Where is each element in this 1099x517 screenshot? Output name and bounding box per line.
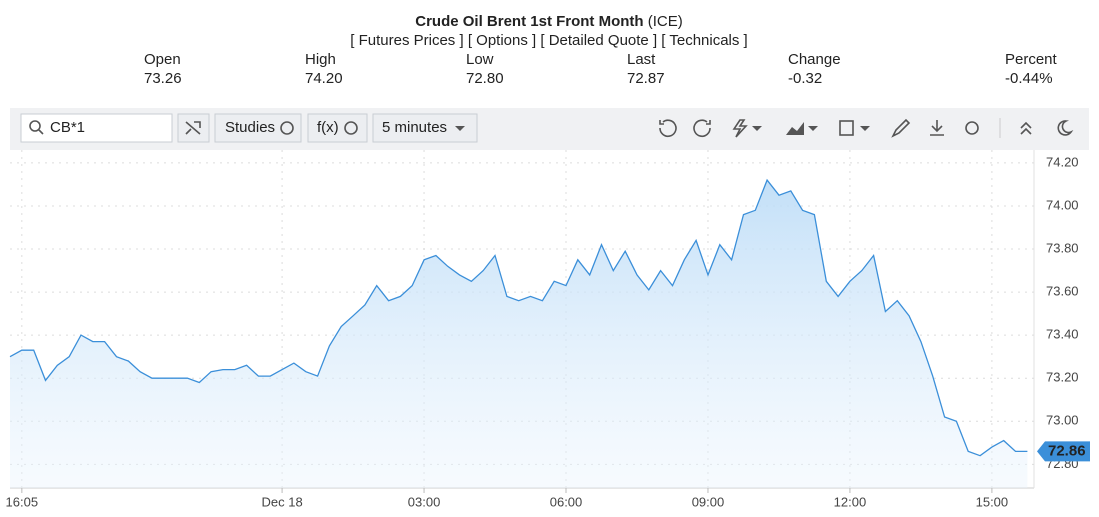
- quote-value: 72.80: [466, 70, 504, 87]
- quote-label: High: [305, 51, 336, 68]
- quote-label: Percent: [1005, 51, 1058, 68]
- quote-label: Change: [788, 51, 841, 68]
- y-tick-label: 74.00: [1046, 197, 1079, 212]
- last-price-badge: [1037, 441, 1090, 462]
- search-icon: [38, 129, 44, 135]
- download[interactable]: [930, 120, 944, 136]
- toolbar-icons: [659, 118, 1074, 138]
- theme[interactable]: [1057, 120, 1074, 136]
- area: [10, 180, 1028, 488]
- x-tick-label: 09:00: [692, 494, 725, 509]
- quote-value: -0.44%: [1005, 70, 1053, 87]
- line: [9, 178, 1028, 457]
- link[interactable]: [ Technicals ]: [661, 32, 747, 49]
- symbol-input[interactable]: [20, 113, 173, 143]
- link[interactable]: [ Futures Prices ]: [350, 32, 463, 49]
- events[interactable]: [732, 119, 748, 138]
- symbol: CB*1: [50, 119, 85, 136]
- x-tick-label: 15:00: [976, 494, 1009, 509]
- y-tick-label: 73.00: [1046, 413, 1079, 428]
- undo[interactable]: [659, 119, 677, 138]
- links: [ Futures Prices ] [ Options ] [ Detaile…: [350, 32, 747, 49]
- links-line: [ Futures Prices ] [ Options ] [ Detaile…: [350, 32, 747, 49]
- y-tick-label: 73.20: [1046, 370, 1079, 385]
- quote-value: 73.26: [144, 70, 182, 87]
- y-tick-label: 74.20: [1046, 154, 1079, 169]
- redo[interactable]: [693, 119, 711, 138]
- studies: Studies: [225, 119, 275, 136]
- link[interactable]: [ Detailed Quote ]: [540, 32, 657, 49]
- draw[interactable]: [891, 118, 911, 138]
- plus-icon: [344, 121, 358, 135]
- dropdown-icon: [455, 126, 465, 131]
- y-tick-label: 73.80: [1046, 240, 1079, 255]
- quote: Open 73.26 High 74.20 Low 72.80 Last 72.87 Chang…: [144, 51, 1058, 87]
- quote-value: 72.87: [627, 70, 665, 87]
- plot: 72.8073.0073.2073.4073.6073.8074.0074.20…: [6, 150, 1090, 509]
- dropdown-icon: [808, 126, 818, 131]
- quote-value: 74.20: [305, 70, 343, 87]
- x-tick-label: 03:00: [408, 494, 441, 509]
- collapse[interactable]: [1020, 121, 1032, 135]
- chart-type[interactable]: [786, 122, 804, 135]
- x-tick-label: 16:05: [6, 494, 39, 509]
- y-tick-label: 73.60: [1046, 284, 1079, 299]
- y-tick-label: 73.40: [1046, 327, 1079, 342]
- quote-label: Open: [144, 51, 181, 68]
- x-tick-label: 12:00: [834, 494, 867, 509]
- exchange: (ICE): [648, 13, 683, 30]
- quote-label: Last: [627, 51, 656, 68]
- quote-label: Low: [466, 51, 494, 68]
- settings[interactable]: [965, 121, 979, 135]
- search-icon: [29, 120, 41, 132]
- fx: f(x): [317, 119, 339, 136]
- interval: 5 minutes: [382, 119, 447, 136]
- title: Crude Oil Brent 1st Front Month (ICE): [415, 13, 683, 30]
- last-price: 72.86: [1048, 442, 1086, 459]
- x-tick-label: Dec 18: [261, 494, 302, 509]
- link[interactable]: [ Options ]: [468, 32, 536, 49]
- dropdown-icon: [752, 126, 762, 131]
- dropdown-icon: [860, 126, 870, 131]
- studies-button[interactable]: [214, 113, 302, 143]
- compare-icon: [185, 121, 201, 135]
- quote-value: -0.32: [788, 70, 822, 87]
- layout[interactable]: [839, 120, 854, 136]
- plus-icon: [280, 121, 294, 135]
- title-text: Crude Oil Brent 1st Front Month: [415, 13, 643, 30]
- x-tick-label: 06:00: [550, 494, 583, 509]
